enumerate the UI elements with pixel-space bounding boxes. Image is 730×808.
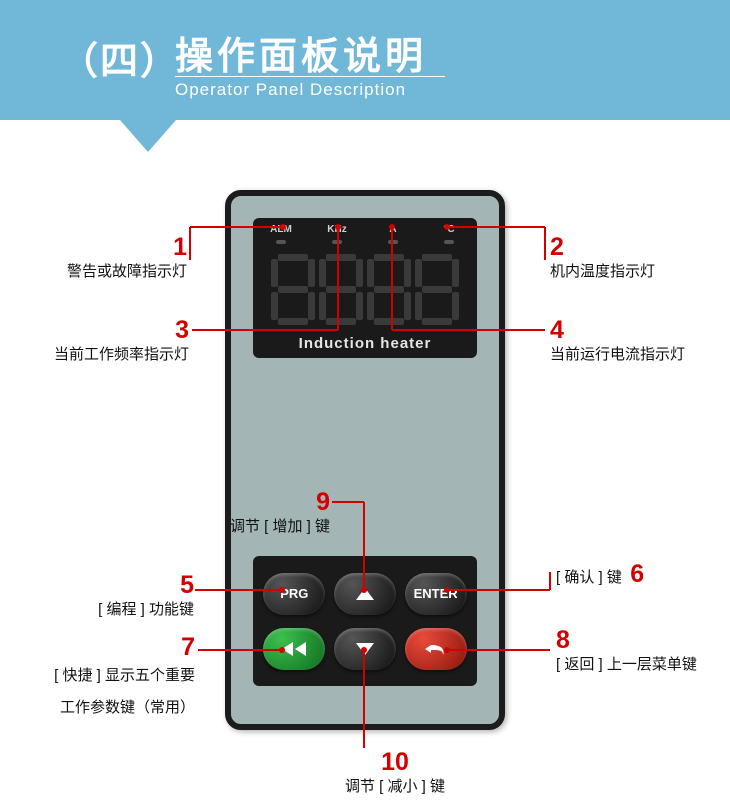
- callout-9: 9 调节 [ 增加 ] 键: [160, 490, 330, 536]
- callout-10-num: 10: [310, 750, 480, 775]
- callout-7-num: 7: [20, 635, 195, 660]
- led-alm: [276, 240, 286, 244]
- return-button[interactable]: [405, 628, 467, 670]
- led-temp: [444, 240, 454, 244]
- callout-1: 1 警告或故障指示灯: [42, 235, 187, 281]
- down-button[interactable]: [334, 628, 396, 670]
- callout-10-text: 调节 [ 减小 ] 键: [345, 778, 445, 795]
- digit-4: [415, 254, 459, 326]
- callout-2-num: 2: [550, 235, 710, 260]
- led-a: [388, 240, 398, 244]
- callout-9-num: 9: [160, 490, 330, 515]
- return-icon: [425, 641, 447, 657]
- callout-3-num: 3: [24, 318, 189, 343]
- callout-8-text: [ 返回 ] 上一层菜单键: [556, 656, 697, 673]
- callout-1-num: 1: [42, 235, 187, 260]
- shortcut-button[interactable]: [263, 628, 325, 670]
- callout-7-text: [ 快捷 ] 显示五个重要: [54, 667, 195, 684]
- led-label-khz: KHz: [309, 224, 365, 235]
- led-row: [253, 240, 477, 244]
- callout-6-num: 6: [630, 560, 644, 588]
- digit-2: [319, 254, 363, 326]
- callout-2: 2 机内温度指示灯: [550, 235, 710, 281]
- led-label-row: ALM KHz A °C: [253, 224, 477, 235]
- led-label-a: A: [365, 224, 421, 235]
- device-panel: ALM KHz A °C: [225, 190, 505, 730]
- up-arrow-icon: [356, 588, 374, 600]
- callout-3: 3 当前工作频率指示灯: [24, 318, 189, 364]
- callout-10: 10 调节 [ 减小 ] 键: [310, 750, 480, 796]
- title-rule: [175, 76, 445, 77]
- section-title-en: Operator Panel Description: [175, 80, 406, 100]
- callout-8: 8 [ 返回 ] 上一层菜单键: [556, 628, 726, 674]
- digit-1: [271, 254, 315, 326]
- keypad: PRG ENTER: [253, 556, 477, 686]
- callout-9-text: 调节 [ 增加 ] 键: [230, 518, 330, 535]
- callout-5: 5 [ 编程 ] 功能键: [84, 573, 194, 619]
- fast-back-icon: [282, 642, 306, 656]
- callout-2-text: 机内温度指示灯: [550, 263, 655, 280]
- header-pointer-triangle: [120, 120, 176, 152]
- callout-4-text: 当前运行电流指示灯: [550, 346, 685, 363]
- callout-3-text: 当前工作频率指示灯: [54, 346, 189, 363]
- enter-button[interactable]: ENTER: [405, 573, 467, 615]
- led-label-c: °C: [421, 224, 477, 235]
- led-label-alm: ALM: [253, 224, 309, 235]
- device-display: ALM KHz A °C: [253, 218, 477, 358]
- callout-4-num: 4: [550, 318, 720, 343]
- seven-segment-display: [253, 254, 477, 326]
- callout-7-text2: 工作参数键（常用）: [60, 699, 195, 716]
- device-brand-text: Induction heater: [253, 335, 477, 352]
- up-button[interactable]: [334, 573, 396, 615]
- section-number: （四）: [60, 30, 180, 85]
- led-khz: [332, 240, 342, 244]
- callout-5-text: [ 编程 ] 功能键: [98, 601, 194, 618]
- section-header: （四） 操作面板说明 Operator Panel Description: [0, 0, 730, 120]
- prg-button[interactable]: PRG: [263, 573, 325, 615]
- digit-3: [367, 254, 411, 326]
- callout-5-num: 5: [84, 573, 194, 598]
- callout-4: 4 当前运行电流指示灯: [550, 318, 720, 364]
- callout-6-text: [ 确认 ] 键: [556, 569, 622, 586]
- section-title-cn: 操作面板说明: [175, 25, 427, 80]
- prg-button-label: PRG: [280, 586, 308, 601]
- callout-6: [ 确认 ] 键 6: [556, 562, 716, 587]
- down-arrow-icon: [356, 643, 374, 655]
- callout-8-num: 8: [556, 628, 726, 653]
- callout-7: 7 [ 快捷 ] 显示五个重要 工作参数键（常用）: [20, 635, 195, 723]
- callout-1-text: 警告或故障指示灯: [67, 263, 187, 280]
- enter-button-label: ENTER: [414, 586, 458, 601]
